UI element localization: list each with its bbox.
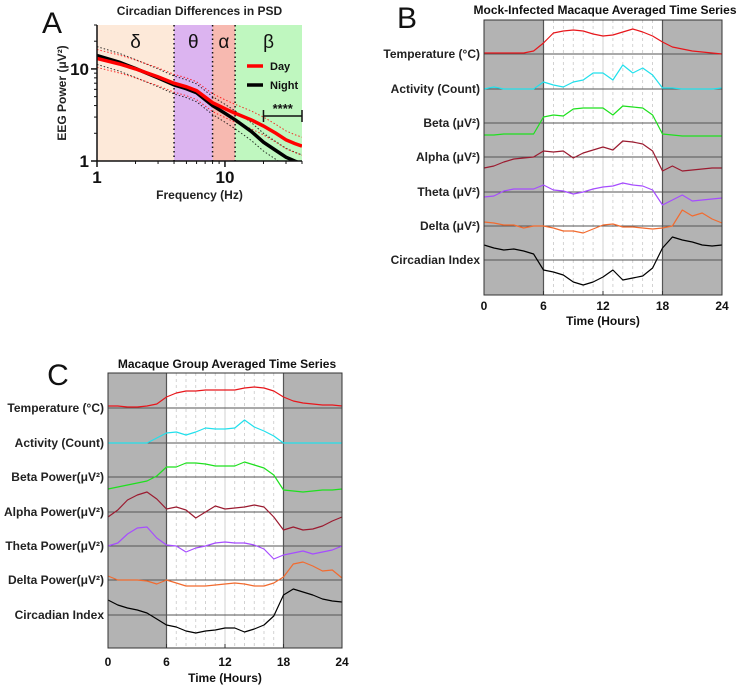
- x-tick-label: 18: [656, 299, 670, 313]
- series-line: [107, 588, 343, 634]
- series-line: [107, 491, 343, 531]
- series-line: [483, 182, 723, 206]
- band-region: [97, 25, 175, 161]
- x-tick-label: 12: [218, 655, 232, 669]
- x-tick-label: 12: [596, 299, 610, 313]
- series-line: [483, 140, 722, 172]
- significance-label: ****: [273, 101, 294, 116]
- legend-label: Night: [270, 80, 298, 92]
- x-tick-label: 6: [163, 655, 170, 669]
- panel-label-c: C: [47, 359, 69, 392]
- row-label: Theta Power(μV²): [5, 539, 104, 553]
- band-label: θ: [188, 32, 199, 53]
- row-label: Alpha Power(μV²): [4, 505, 104, 519]
- x-tick-label: 24: [715, 299, 729, 313]
- x-axis-label: Frequency (Hz): [156, 188, 243, 202]
- panel-label-a: A: [42, 7, 62, 40]
- series-line: [483, 64, 723, 90]
- series-line: [107, 561, 343, 587]
- x-tick-label: 18: [277, 655, 291, 669]
- row-label: Temperature (°C): [383, 47, 480, 61]
- row-label: Theta (μV²): [417, 185, 480, 199]
- row-label: Temperature (°C): [7, 401, 104, 415]
- row-label: Delta (μV²): [420, 219, 480, 233]
- series-line: [483, 209, 723, 234]
- chart-title: Circadian Differences in PSD: [117, 4, 283, 18]
- row-label: Alpha (μV²): [416, 150, 480, 164]
- x-axis-label: Time (Hours): [188, 671, 262, 685]
- x-tick-label: 0: [481, 299, 488, 313]
- series-line: [484, 105, 722, 137]
- series-line: [107, 526, 343, 560]
- row-label: Activity (Count): [15, 436, 104, 450]
- x-axis-label: Time (Hours): [566, 314, 640, 328]
- band-label: α: [218, 32, 229, 53]
- chart-title: Mock-Infected Macaque Averaged Time Seri…: [474, 3, 737, 17]
- row-label: Circadian Index: [391, 253, 481, 267]
- x-tick-label: 24: [335, 655, 349, 669]
- band-label: δ: [130, 32, 141, 53]
- series-line: [107, 461, 343, 493]
- day-line: [97, 56, 302, 148]
- row-label: Delta Power(μV²): [8, 573, 104, 587]
- series-line: [108, 419, 342, 444]
- panel-b: B Mock-Infected Macaque Averaged Time Ser…: [383, 2, 736, 328]
- legend-label: Day: [270, 61, 291, 73]
- y-tick-label: 1: [80, 152, 89, 171]
- row-label: Activity (Count): [391, 82, 480, 96]
- series-line: [108, 386, 343, 408]
- x-tick-label: 6: [540, 299, 547, 313]
- y-tick-label: 10: [70, 60, 89, 79]
- x-tick-label: 10: [215, 168, 234, 187]
- band-label: β: [263, 32, 274, 53]
- panel-label-b: B: [397, 2, 417, 35]
- row-label: Beta Power(μV²): [11, 470, 104, 484]
- x-tick-label: 0: [105, 655, 112, 669]
- series-line: [483, 236, 723, 286]
- series-line: [484, 28, 723, 55]
- row-label: Beta (μV²): [423, 116, 480, 130]
- panel-c: C Macaque Group Averaged Time Series Tempe…: [4, 357, 349, 685]
- band-region: [212, 25, 236, 161]
- x-tick-label: 1: [92, 168, 101, 187]
- y-axis-label: EEG Power (μV²): [55, 45, 69, 140]
- significance-bar: [262, 110, 303, 122]
- night-shading: [283, 373, 342, 648]
- night-ci-line: [97, 63, 280, 161]
- row-label: Circadian Index: [15, 608, 105, 622]
- series-group: [97, 46, 302, 161]
- chart-title: Macaque Group Averaged Time Series: [118, 357, 337, 371]
